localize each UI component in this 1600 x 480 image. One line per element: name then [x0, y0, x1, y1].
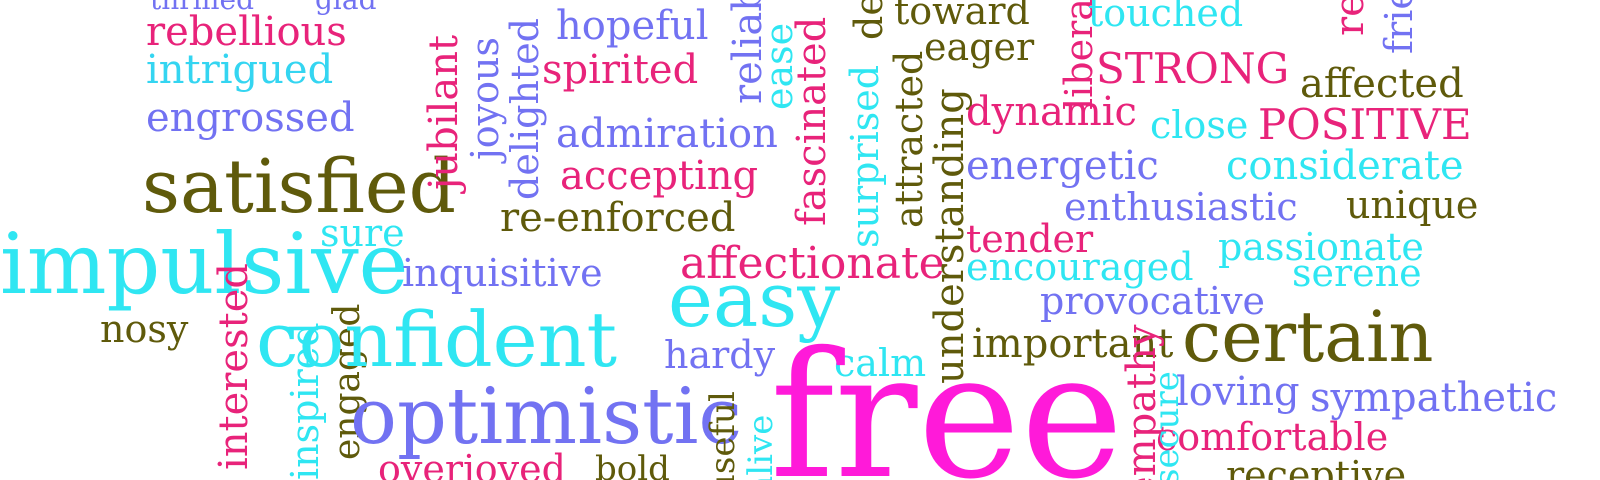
word-provocative: provocative [1040, 279, 1266, 323]
word-unique: unique [1346, 183, 1479, 227]
word-accepting: accepting [560, 153, 759, 199]
word-interested: interested [211, 263, 257, 470]
word-spirited: spirited [542, 47, 699, 93]
word-receptive: receptive [1226, 453, 1407, 480]
word-loving: loving [1176, 369, 1300, 415]
word-intrigued: intrigued [146, 47, 334, 93]
word-eager: eager [924, 25, 1035, 69]
word-sure: sure [320, 211, 405, 255]
word-important: important [972, 321, 1174, 367]
word-strong: STRONG [1096, 44, 1290, 93]
word-comfortable: comfortable [1156, 415, 1389, 459]
word-useful: useful [703, 391, 743, 480]
word-joyous: joyous [463, 37, 507, 160]
word-hardy: hardy [664, 333, 776, 377]
word-glad: glad [315, 0, 377, 14]
word-energetic: energetic [966, 143, 1159, 189]
word-affectionate: affectionate [680, 238, 945, 289]
word-affected: affected [1300, 61, 1464, 107]
word-touched: touched [1088, 0, 1244, 35]
word-friendly: friendly [1377, 0, 1421, 54]
word-tender: tender [966, 217, 1094, 261]
word-considerate: considerate [1226, 143, 1464, 189]
word-fascinated: fascinated [789, 16, 835, 226]
word-attracted: attracted [887, 50, 931, 228]
word-certain: certain [1182, 296, 1434, 378]
word-determined: determined [847, 0, 891, 40]
word-passionate: passionate [1218, 225, 1424, 269]
word-calm: calm [834, 341, 927, 385]
word-enthusiastic: enthusiastic [1064, 185, 1298, 229]
word-dynamic: dynamic [966, 89, 1137, 135]
word-easy: easy [668, 255, 841, 344]
word-thrilled: thrilled [150, 0, 254, 14]
word-bold: bold [595, 449, 670, 480]
word-close: close [1150, 103, 1249, 147]
word-reliable: reliable [1327, 0, 1373, 36]
word-engrossed: engrossed [146, 95, 355, 141]
word-free: free [770, 315, 1124, 480]
word-satisfied: satisfied [142, 144, 456, 230]
word-sympathetic: sympathetic [1310, 375, 1558, 421]
word-encouraged: encouraged [966, 245, 1194, 289]
word-admiration: admiration [556, 111, 778, 157]
word-surprised: surprised [843, 64, 887, 248]
word-overjoyed: overjoyed [378, 447, 566, 480]
word-serene: serene [1292, 251, 1422, 295]
word-optimistic: optimistic [350, 372, 743, 462]
word-confident: confident [256, 295, 618, 384]
word-jubilant: jubilant [421, 34, 467, 190]
word-inquisitive: inquisitive [402, 251, 603, 295]
word-nosy: nosy [100, 307, 189, 351]
word-secure: secure [1147, 371, 1187, 480]
word-positive: POSITIVE [1258, 100, 1472, 149]
word-understanding: understanding [927, 88, 973, 384]
word-impulsive: impulsive [0, 215, 409, 313]
word-alive: alive [741, 414, 781, 480]
word-hopeful: hopeful [556, 3, 709, 49]
word-toward: toward [894, 0, 1030, 33]
word-re-enforced: re-enforced [500, 195, 736, 241]
word-delighted: delighted [503, 17, 547, 200]
word-rebellious: rebellious [146, 9, 347, 55]
